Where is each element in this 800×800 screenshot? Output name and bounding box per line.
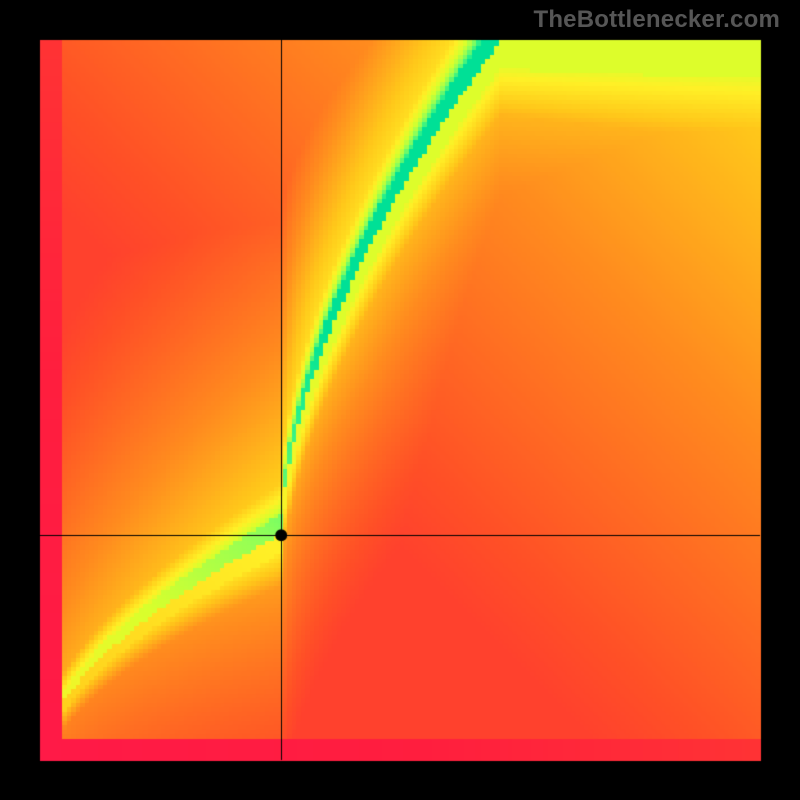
chart-container: TheBottlenecker.com xyxy=(0,0,800,800)
watermark-label: TheBottlenecker.com xyxy=(533,6,780,34)
bottleneck-heatmap-canvas xyxy=(0,0,800,800)
